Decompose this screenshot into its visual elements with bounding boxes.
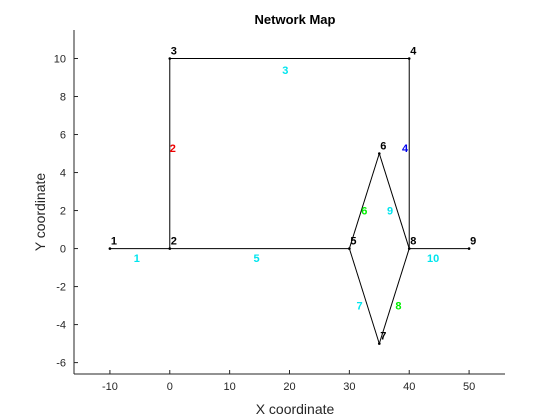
y-tick-label: 0 [60,244,66,256]
node-point-4 [407,57,411,60]
x-tick-label: 40 [403,381,415,393]
edge-labels-layer: 1 2 3 4 5 6 7 8 9 10 [134,65,439,313]
node-label-4: 4 [410,46,417,58]
chart-title: Network Map [255,12,336,27]
node-label-3: 3 [171,46,177,58]
y-tick-label: 2 [60,206,66,218]
edge-label-9: 9 [387,206,393,218]
node-point-7 [377,342,381,345]
axes-frame [73,30,505,375]
node-point-2 [168,247,172,250]
x-tick-label: 30 [343,381,355,393]
y-tick-label: -2 [56,282,66,294]
edge-label-5: 5 [254,253,260,265]
x-tick-label: 50 [463,381,475,393]
node-label-9: 9 [470,236,476,248]
edge-label-10: 10 [427,253,439,265]
nodes-layer [108,57,471,345]
y-axis-label: Y coordinate [32,173,48,252]
y-tick-label: 10 [54,54,66,66]
edge-label-6: 6 [361,206,367,218]
edge-line-7 [348,248,380,344]
edge-label-1: 1 [134,253,140,265]
node-point-3 [168,57,172,60]
node-label-7: 7 [380,331,386,343]
edge-label-3: 3 [282,65,288,77]
node-labels-layer: 1 2 3 4 5 6 7 8 9 [111,46,476,343]
node-label-1: 1 [111,236,117,248]
y-tick-label: 4 [60,168,66,180]
ticks-layer: -10 0 10 20 30 40 50 -6 -4 -2 0 2 4 6 8 10 [54,54,475,393]
x-tick-label: -10 [102,381,118,393]
edge-label-7: 7 [356,301,362,313]
edge-line-6 [348,153,380,249]
node-point-8 [407,247,411,250]
node-point-5 [348,247,351,250]
edge-line-8 [378,248,410,344]
node-point-6 [377,152,381,155]
edge-label-2: 2 [170,143,176,155]
node-point-9 [467,247,471,250]
y-tick-label: 8 [60,92,66,104]
y-tick-label: 6 [60,130,66,142]
edge-label-4: 4 [402,143,409,155]
y-tick-label: -6 [56,358,66,370]
x-tick-label: 0 [167,381,173,393]
node-label-5: 5 [350,236,356,248]
node-label-6: 6 [380,141,386,153]
node-label-2: 2 [171,236,177,248]
edge-label-8: 8 [395,301,401,313]
node-point-1 [108,247,112,250]
x-axis-label: X coordinate [256,401,335,417]
x-tick-label: 10 [224,381,236,393]
x-tick-label: 20 [283,381,295,393]
edges-layer [109,58,470,344]
edge-line-9 [378,153,410,249]
node-label-8: 8 [410,236,416,248]
y-tick-label: -4 [56,320,66,332]
